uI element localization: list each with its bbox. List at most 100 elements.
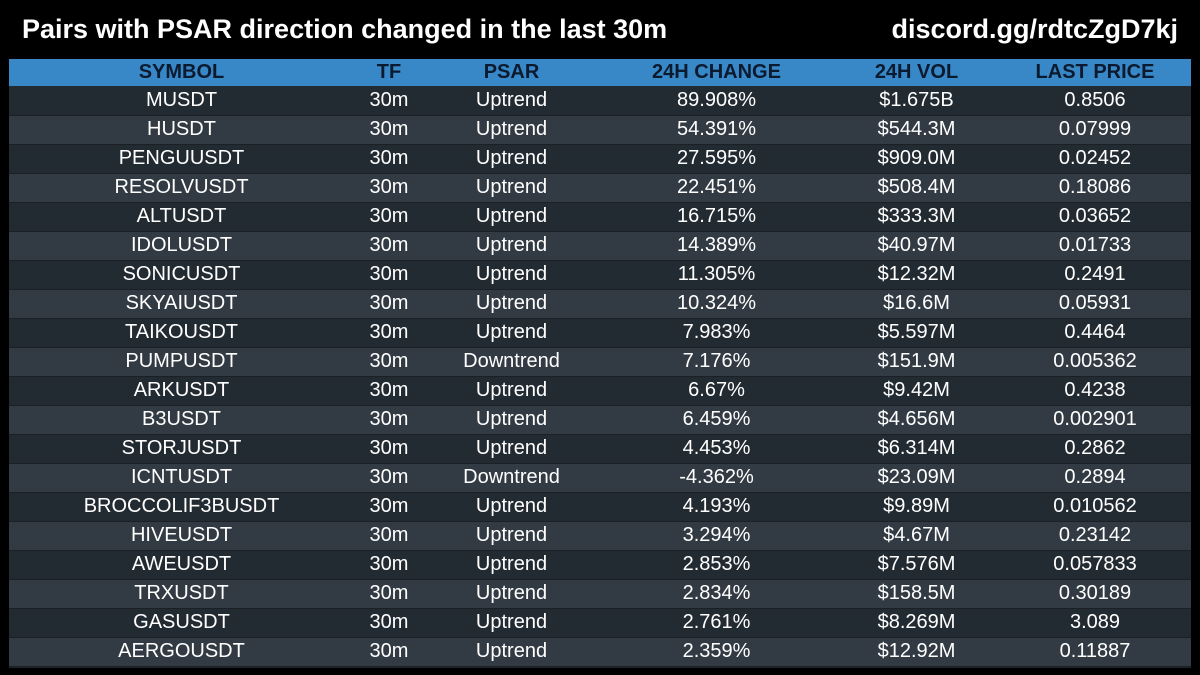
cell-24h-vol: $6.314M [834,434,999,464]
cell-symbol: ALTUSDT [9,202,354,232]
cell-24h-change: -4.362% [599,463,834,493]
table-row[interactable]: AWEUSDT 30m Uptrend 2.853% $7.576M 0.057833 [9,550,1191,580]
table-row[interactable]: RESOLVUSDT 30m Uptrend 22.451% $508.4M 0.1808… [9,173,1191,203]
cell-tf: 30m [354,521,424,551]
cell-psar: Uptrend [424,608,599,638]
table-row[interactable]: HUSDT 30m Uptrend 54.391% $544.3M 0.07999 [9,115,1191,145]
table-row[interactable]: GASUSDT 30m Uptrend 2.761% $8.269M 3.089 [9,608,1191,638]
cell-24h-vol: $158.5M [834,579,999,609]
table-row[interactable]: IDOLUSDT 30m Uptrend 14.389% $40.97M 0.01733 [9,231,1191,261]
cell-last-price: 0.005362 [999,347,1191,377]
cell-24h-change: 7.176% [599,347,834,377]
cell-last-price: 0.002901 [999,405,1191,435]
cell-symbol: AWEUSDT [9,550,354,580]
cell-symbol: IDOLUSDT [9,231,354,261]
psar-table-container: SYMBOL TF PSAR 24H CHANGE 24H VOL LAST P… [9,59,1191,668]
cell-tf: 30m [354,202,424,232]
cell-psar: Uptrend [424,521,599,551]
cell-psar: Uptrend [424,405,599,435]
table-row[interactable]: ICNTUSDT 30m Downtrend -4.362% $23.09M 0.2894 [9,463,1191,493]
column-header-24h-change[interactable]: 24H CHANGE [652,61,781,83]
table-row[interactable]: SONICUSDT 30m Uptrend 11.305% $12.32M 0.2491 [9,260,1191,290]
cell-last-price: 0.07999 [999,115,1191,145]
cell-psar: Uptrend [424,289,599,319]
cell-psar: Uptrend [424,550,599,580]
cell-24h-change: 27.595% [599,144,834,174]
cell-24h-vol: $16.6M [834,289,999,319]
column-header-tf[interactable]: TF [376,61,402,83]
cell-symbol: PENGUUSDT [9,144,354,174]
cell-tf: 30m [354,550,424,580]
cell-24h-change: 6.67% [599,376,834,406]
table-row[interactable]: B3USDT 30m Uptrend 6.459% $4.656M 0.002901 [9,405,1191,435]
cell-24h-change: 2.834% [599,579,834,609]
cell-24h-vol: $12.32M [834,260,999,290]
cell-last-price: 0.2862 [999,434,1191,464]
cell-tf: 30m [354,144,424,174]
cell-24h-change: 3.294% [599,521,834,551]
page-header: Pairs with PSAR direction changed in the… [0,0,1200,60]
cell-last-price: 0.11887 [999,637,1191,667]
table-row[interactable]: SKYAIUSDT 30m Uptrend 10.324% $16.6M 0.05931 [9,289,1191,319]
cell-tf: 30m [354,318,424,348]
cell-symbol: HUSDT [9,115,354,145]
cell-tf: 30m [354,637,424,667]
column-header-psar[interactable]: PSAR [483,61,540,83]
cell-tf: 30m [354,492,424,522]
cell-24h-change: 6.459% [599,405,834,435]
table-row[interactable]: HIVEUSDT 30m Uptrend 3.294% $4.67M 0.23142 [9,521,1191,551]
column-header-symbol[interactable]: SYMBOL [138,61,225,83]
cell-last-price: 0.8506 [999,86,1191,116]
cell-24h-vol: $40.97M [834,231,999,261]
table-row[interactable]: MUSDT 30m Uptrend 89.908% $1.675B 0.8506 [9,86,1191,116]
cell-24h-change: 2.853% [599,550,834,580]
cell-24h-vol: $23.09M [834,463,999,493]
table-header-row: SYMBOL TF PSAR 24H CHANGE 24H VOL LAST P… [9,59,1191,86]
page-title: Pairs with PSAR direction changed in the… [22,14,668,44]
psar-table: SYMBOL TF PSAR 24H CHANGE 24H VOL LAST P… [9,59,1191,667]
cell-24h-vol: $1.675B [834,86,999,116]
table-row[interactable]: PUMPUSDT 30m Downtrend 7.176% $151.9M 0.00536… [9,347,1191,377]
table-row[interactable]: AERGOUSDT 30m Uptrend 2.359% $12.92M 0.11887 [9,637,1191,667]
cell-psar: Uptrend [424,86,599,116]
cell-symbol: STORJUSDT [9,434,354,464]
cell-24h-change: 10.324% [599,289,834,319]
column-header-last-price[interactable]: LAST PRICE [1035,61,1155,83]
cell-24h-vol: $9.42M [834,376,999,406]
cell-last-price: 0.4238 [999,376,1191,406]
table-body: MUSDT 30m Uptrend 89.908% $1.675B 0.8506 HUSDT… [9,86,1191,667]
table-row[interactable]: BROCCOLIF3BUSDT 30m Uptrend 4.193% $9.89M 0.0… [9,492,1191,522]
cell-24h-change: 16.715% [599,202,834,232]
cell-tf: 30m [354,115,424,145]
cell-psar: Uptrend [424,492,599,522]
cell-symbol: SKYAIUSDT [9,289,354,319]
cell-24h-vol: $333.3M [834,202,999,232]
table-row[interactable]: PENGUUSDT 30m Uptrend 27.595% $909.0M 0.02452 [9,144,1191,174]
cell-24h-vol: $4.656M [834,405,999,435]
cell-last-price: 0.2894 [999,463,1191,493]
cell-24h-change: 2.761% [599,608,834,638]
table-row[interactable]: TRXUSDT 30m Uptrend 2.834% $158.5M 0.30189 [9,579,1191,609]
table-row[interactable]: ALTUSDT 30m Uptrend 16.715% $333.3M 0.03652 [9,202,1191,232]
column-header-24h-vol[interactable]: 24H VOL [874,61,959,83]
cell-tf: 30m [354,405,424,435]
cell-last-price: 0.02452 [999,144,1191,174]
table-row[interactable]: TAIKOUSDT 30m Uptrend 7.983% $5.597M 0.4464 [9,318,1191,348]
cell-tf: 30m [354,463,424,493]
cell-last-price: 0.057833 [999,550,1191,580]
cell-psar: Downtrend [424,347,599,377]
cell-last-price: 0.23142 [999,521,1191,551]
discord-link[interactable]: discord.gg/rdtcZgD7kj [891,14,1178,44]
cell-psar: Uptrend [424,144,599,174]
cell-tf: 30m [354,376,424,406]
cell-last-price: 0.01733 [999,231,1191,261]
cell-symbol: AERGOUSDT [9,637,354,667]
cell-24h-vol: $4.67M [834,521,999,551]
cell-24h-vol: $12.92M [834,637,999,667]
table-row[interactable]: STORJUSDT 30m Uptrend 4.453% $6.314M 0.2862 [9,434,1191,464]
cell-symbol: MUSDT [9,86,354,116]
table-row[interactable]: ARKUSDT 30m Uptrend 6.67% $9.42M 0.4238 [9,376,1191,406]
cell-tf: 30m [354,231,424,261]
cell-24h-vol: $909.0M [834,144,999,174]
cell-24h-change: 11.305% [599,260,834,290]
